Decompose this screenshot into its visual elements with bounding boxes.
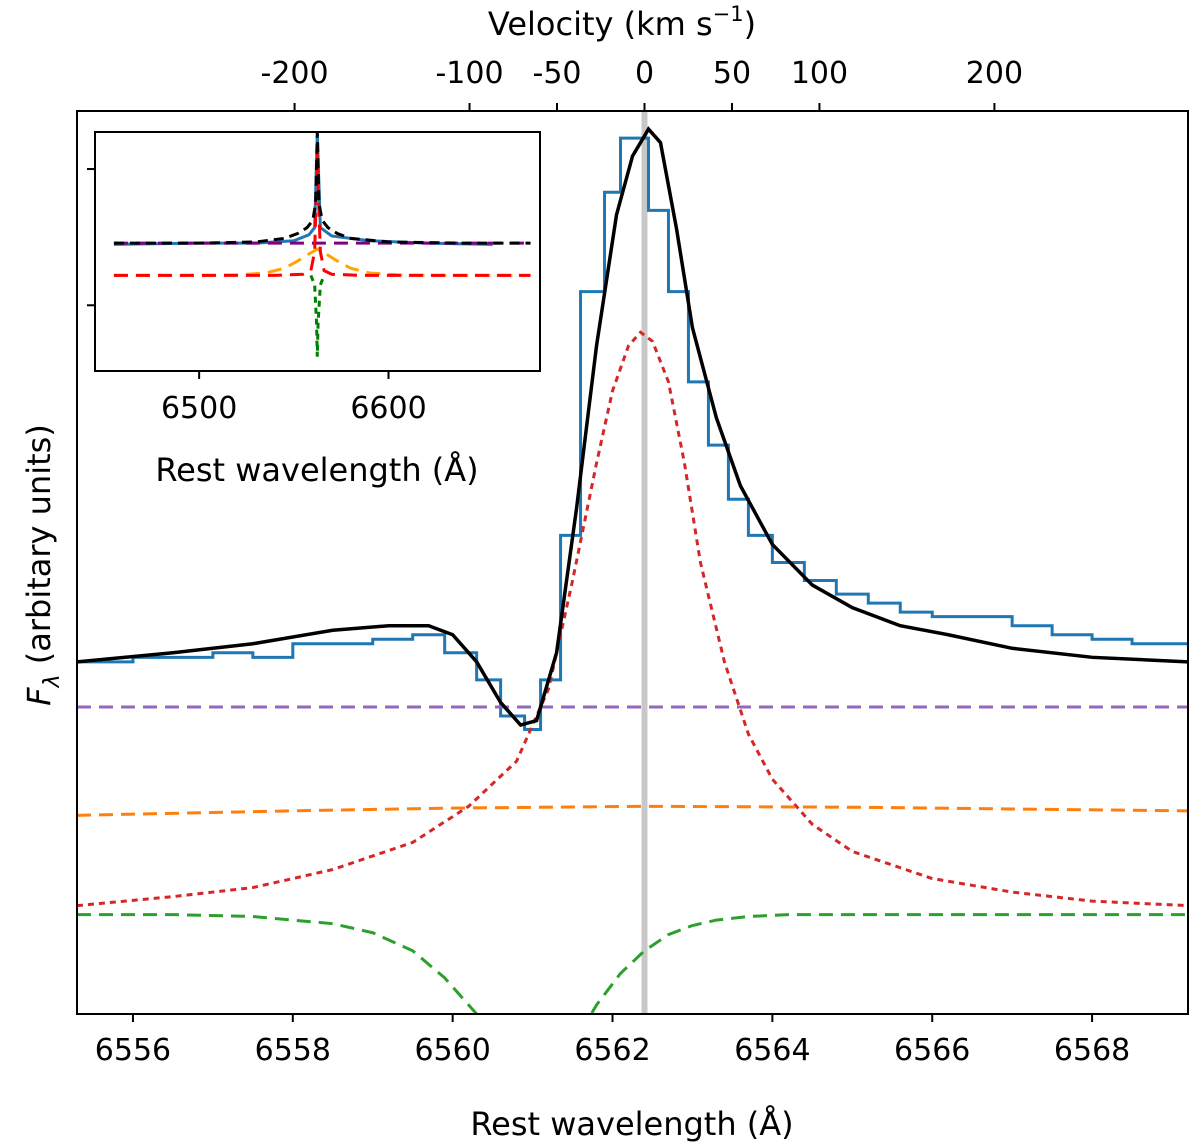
inset-x-axis-label: Rest wavelength (Å) — [155, 451, 478, 489]
series-broad-emission — [77, 804, 1188, 817]
top-tick-label: -200 — [261, 56, 329, 91]
inset-series-total-fit — [113, 132, 531, 245]
x-tick-label: 6566 — [894, 1033, 970, 1068]
top-tick-label: -100 — [435, 56, 503, 91]
inset-y-ticks — [87, 168, 95, 307]
top-tick-label: 0 — [635, 56, 654, 91]
main-plot: 6556 6558 6560 6562 6564 6566 6568 -200 -100 -50… — [20, 2, 1189, 1143]
observed-spectrum-steps — [77, 136, 1188, 732]
inset-plot-frame — [94, 131, 541, 372]
main-series-group — [77, 111, 1188, 1014]
inset-plot: 6500 6600 Rest wavelength (Å) — [87, 131, 541, 489]
inset-x-ticks: 6500 6600 — [161, 371, 427, 426]
top-axis-label: Velocity (km s−1) — [488, 2, 756, 43]
top-tick-label: 50 — [713, 56, 751, 91]
series-absorption-red-wing — [589, 913, 1188, 1014]
x-tick-label: 6558 — [255, 1033, 331, 1068]
x-tick-label: 6568 — [1054, 1033, 1130, 1068]
inset-series-group — [113, 132, 531, 357]
inset-x-tick-label: 6500 — [161, 391, 237, 426]
x-tick-label: 6556 — [95, 1033, 171, 1068]
x-axis-label: Rest wavelength (Å) — [470, 1105, 793, 1143]
main-top-ticks: -200 -100 -50 0 50 100 200 — [261, 56, 1023, 111]
inset-x-tick-label: 6600 — [350, 391, 426, 426]
main-plot-frame — [76, 110, 1189, 1015]
x-tick-label: 6564 — [734, 1033, 810, 1068]
series-absorption — [77, 913, 479, 1014]
x-tick-label: 6560 — [414, 1033, 490, 1068]
x-tick-label: 6562 — [574, 1033, 650, 1068]
inset-series-absorption — [309, 274, 326, 357]
top-tick-label: 100 — [791, 56, 848, 91]
series-narrow-emission — [77, 330, 1188, 908]
series-total-fit — [77, 126, 1188, 728]
top-tick-label: -50 — [533, 56, 582, 91]
y-axis-label: Fλ (arbitary units) — [20, 424, 65, 706]
main-x-ticks: 6556 6558 6560 6562 6564 6566 6568 — [95, 1014, 1130, 1068]
top-tick-label: 200 — [966, 56, 1023, 91]
